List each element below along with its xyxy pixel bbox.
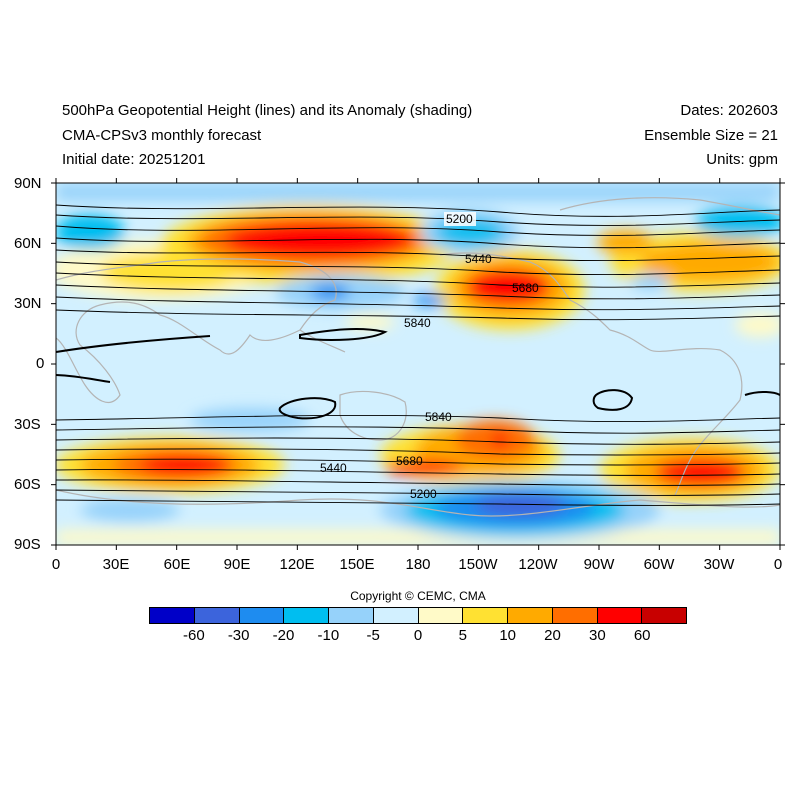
colorbar-swatch [283,608,328,623]
lon-label-120e: 120E [279,556,315,573]
lon-label-30w: 30W [703,556,735,573]
lat-label-90s: 90S [14,536,41,553]
colorbar-label: -10 [317,627,340,644]
colorbar-swatch [150,608,194,623]
colorbar-label: -60 [182,627,205,644]
axis-ticks [51,178,785,550]
lon-label-90e: 90E [223,556,251,573]
lat-label-30n: 30N [14,295,42,312]
colorbar-swatch [372,608,418,623]
height-contours [56,204,780,506]
lon-label-0-end: 0 [773,556,783,573]
anomaly-map: 5200 5440 5680 5840 5840 5680 5440 5200 [51,178,785,550]
lon-label-150w: 150W [458,556,498,573]
colorbar-swatch [193,608,239,623]
lon-label-0: 0 [51,556,61,573]
colorbar-swatch [641,608,686,623]
contour-label-5840-s: 5840 [425,410,452,424]
copyright: Copyright © CEMC, CMA [350,589,486,603]
lat-label-90n: 90N [14,175,42,192]
map-title: 500hPa Geopotential Height (lines) and i… [62,102,473,119]
thick-contours [56,328,780,420]
colorbar-swatch [596,608,642,623]
contour-label-5440-s: 5440 [320,461,347,475]
colorbar-label: 60 [633,627,651,644]
lon-label-120w: 120W [518,556,558,573]
lat-label-eq: 0 [36,355,45,372]
lon-label-60e: 60E [163,556,191,573]
colorbar-label: -30 [227,627,250,644]
contour-labels: 5200 5440 5680 5840 5840 5680 5440 5200 [320,212,539,501]
colorbar-label: 10 [499,627,516,644]
units: Units: gpm [706,151,778,168]
colorbar-swatch [551,608,597,623]
initial-date: Initial date: 20251201 [62,151,206,168]
lon-label-60w: 60W [643,556,675,573]
colorbar-swatch [328,608,373,623]
contour-label-5200-n: 5200 [446,212,473,226]
colorbar-label: 20 [544,627,561,644]
colorbar-label: -5 [366,627,380,644]
contour-label-5840-n: 5840 [404,316,431,330]
colorbar [149,607,687,624]
colorbar-swatch [238,608,284,623]
contour-label-5440-n: 5440 [465,252,492,266]
contour-label-5680-n: 5680 [512,281,539,295]
anomaly-shading [56,183,780,545]
lat-label-60n: 60N [14,235,42,252]
contour-label-5680-s: 5680 [396,454,423,468]
lon-label-30e: 30E [102,556,130,573]
colorbar-label: 0 [413,627,423,644]
lat-label-30s: 30S [14,416,41,433]
model-name: CMA-CPSv3 monthly forecast [62,127,262,144]
ensemble-size: Ensemble Size = 21 [644,127,778,144]
forecast-dates: Dates: 202603 [680,102,778,119]
lon-label-90w: 90W [583,556,615,573]
colorbar-swatch [507,608,552,623]
contour-label-5200-s: 5200 [410,487,437,501]
colorbar-label: -20 [272,627,295,644]
colorbar-label: 30 [588,627,606,644]
lon-label-150e: 150E [339,556,375,573]
colorbar-swatch [462,608,507,623]
lon-label-180: 180 [405,556,431,573]
lat-label-60s: 60S [14,476,41,493]
colorbar-swatch [417,608,463,623]
colorbar-label: 5 [458,627,467,644]
